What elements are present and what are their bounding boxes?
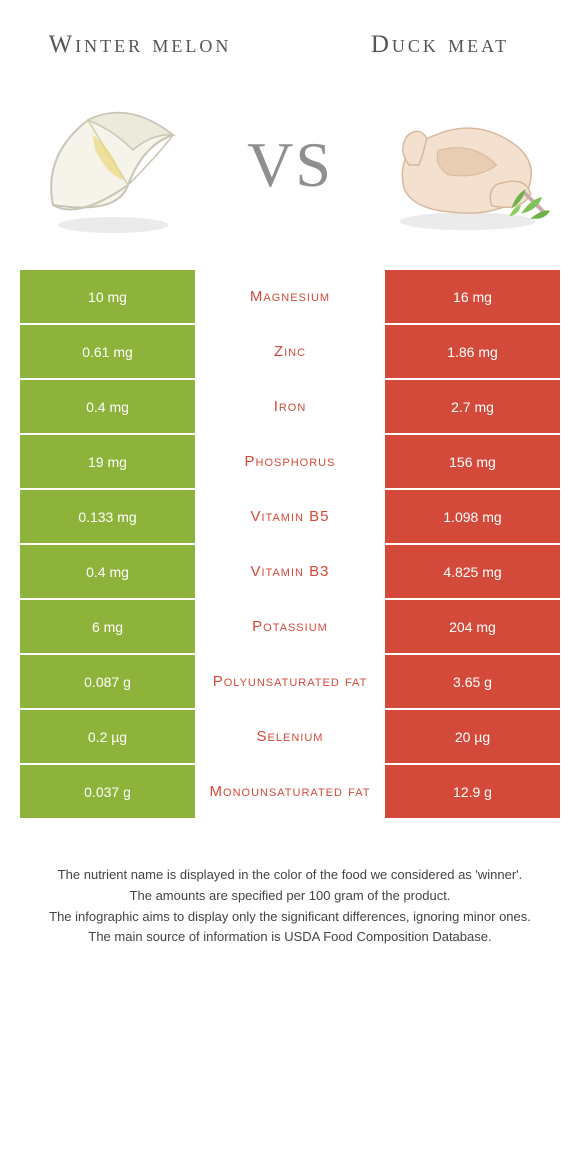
nutrient-name: Polyunsaturated fat: [195, 655, 385, 708]
right-value: 1.86 mg: [385, 325, 560, 378]
nutrient-name: Phosphorus: [195, 435, 385, 488]
right-value: 12.9 g: [385, 765, 560, 818]
footer-line-2: The amounts are specified per 100 gram o…: [30, 886, 550, 907]
nutrient-name: Potassium: [195, 600, 385, 653]
nutrient-name: Vitamin B5: [195, 490, 385, 543]
right-value: 4.825 mg: [385, 545, 560, 598]
infographic-container: Winter melon Duck meat VS: [0, 0, 580, 978]
nutrient-name: Zinc: [195, 325, 385, 378]
nutrient-row: 0.4 mgIron2.7 mg: [20, 380, 560, 435]
nutrient-name: Magnesium: [195, 270, 385, 323]
nutrient-row: 10 mgMagnesium16 mg: [20, 270, 560, 325]
right-food-title: Duck meat: [340, 30, 540, 60]
header: Winter melon Duck meat: [0, 20, 580, 80]
nutrient-row: 0.2 µgSelenium20 µg: [20, 710, 560, 765]
right-food-image: [380, 90, 555, 240]
left-food-title: Winter melon: [40, 30, 240, 60]
left-value: 10 mg: [20, 270, 195, 323]
right-value: 156 mg: [385, 435, 560, 488]
footer-line-1: The nutrient name is displayed in the co…: [30, 865, 550, 886]
left-value: 0.2 µg: [20, 710, 195, 763]
left-value: 0.4 mg: [20, 545, 195, 598]
vs-label: VS: [247, 128, 333, 202]
left-value: 0.037 g: [20, 765, 195, 818]
left-value: 0.4 mg: [20, 380, 195, 433]
nutrient-name: Vitamin B3: [195, 545, 385, 598]
footer-notes: The nutrient name is displayed in the co…: [30, 865, 550, 948]
left-value: 0.61 mg: [20, 325, 195, 378]
right-value: 204 mg: [385, 600, 560, 653]
hero-row: VS: [0, 80, 580, 270]
nutrient-row: 6 mgPotassium204 mg: [20, 600, 560, 655]
nutrient-row: 0.037 gMonounsaturated fat12.9 g: [20, 765, 560, 820]
right-value: 3.65 g: [385, 655, 560, 708]
winter-melon-icon: [33, 95, 193, 235]
right-value: 16 mg: [385, 270, 560, 323]
nutrient-row: 19 mgPhosphorus156 mg: [20, 435, 560, 490]
nutrient-row: 0.61 mgZinc1.86 mg: [20, 325, 560, 380]
nutrient-table: 10 mgMagnesium16 mg0.61 mgZinc1.86 mg0.4…: [20, 270, 560, 820]
left-value: 0.133 mg: [20, 490, 195, 543]
left-food-image: [25, 90, 200, 240]
duck-meat-icon: [380, 95, 555, 235]
footer-line-4: The main source of information is USDA F…: [30, 927, 550, 948]
footer-line-3: The infographic aims to display only the…: [30, 907, 550, 928]
nutrient-name: Monounsaturated fat: [195, 765, 385, 818]
nutrient-name: Iron: [195, 380, 385, 433]
nutrient-row: 0.4 mgVitamin B34.825 mg: [20, 545, 560, 600]
right-value: 2.7 mg: [385, 380, 560, 433]
left-value: 6 mg: [20, 600, 195, 653]
left-value: 19 mg: [20, 435, 195, 488]
nutrient-name: Selenium: [195, 710, 385, 763]
nutrient-row: 0.133 mgVitamin B51.098 mg: [20, 490, 560, 545]
right-value: 1.098 mg: [385, 490, 560, 543]
right-value: 20 µg: [385, 710, 560, 763]
nutrient-row: 0.087 gPolyunsaturated fat3.65 g: [20, 655, 560, 710]
left-value: 0.087 g: [20, 655, 195, 708]
